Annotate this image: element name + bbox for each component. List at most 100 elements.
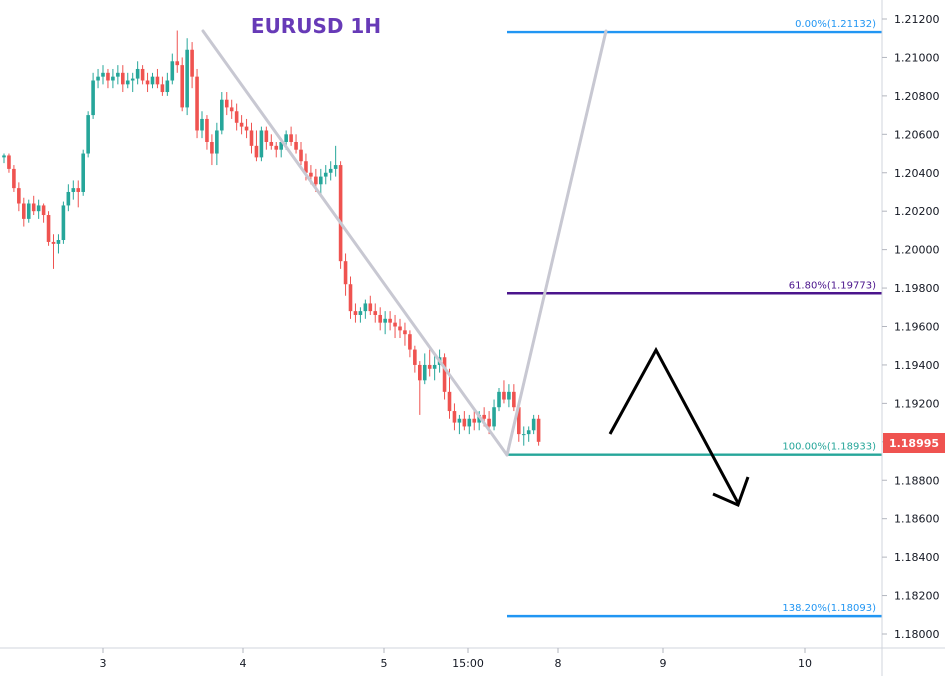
candle-body <box>497 391 501 408</box>
candle <box>388 311 392 331</box>
candle-body <box>165 80 170 93</box>
candle-body <box>135 68 140 79</box>
candle <box>398 318 402 339</box>
fib-level-label: 61.80%(1.19773) <box>789 280 876 291</box>
candle <box>91 72 95 119</box>
candle <box>155 68 160 89</box>
y-tick-label: 1.18600 <box>894 513 940 526</box>
candle <box>200 111 204 139</box>
candle-body <box>51 241 56 244</box>
candle <box>229 99 234 119</box>
candle-body <box>447 391 452 412</box>
candle <box>170 53 175 85</box>
candle-body <box>195 76 199 131</box>
candle-body <box>432 364 437 369</box>
candle <box>432 353 437 381</box>
fib-level-label: 138.20%(1.18093) <box>782 603 876 614</box>
candle <box>36 199 41 219</box>
candle <box>393 314 397 339</box>
candle <box>140 65 145 85</box>
fib-level: 61.80%(1.19773) <box>507 280 882 295</box>
y-tick: 1.18400 <box>882 551 940 564</box>
candle <box>41 203 46 223</box>
y-tick-label: 1.18200 <box>894 590 940 603</box>
x-tick: 8 <box>555 648 562 670</box>
candle-body <box>492 407 496 427</box>
candle-body <box>517 407 521 435</box>
candle-body <box>462 418 467 427</box>
candle <box>17 182 21 212</box>
current-price-label: 1.18995 <box>889 437 939 450</box>
candle <box>413 345 417 373</box>
candle-body <box>224 99 229 108</box>
candle <box>210 134 214 166</box>
candle <box>368 295 373 315</box>
candle <box>12 165 16 192</box>
candle-body <box>299 149 303 162</box>
candle-body <box>254 145 259 158</box>
x-tick: 15:00 <box>452 648 484 670</box>
candle <box>462 411 467 431</box>
candle <box>254 130 259 162</box>
candle <box>215 122 219 166</box>
y-tick: 1.21200 <box>882 13 940 26</box>
candle <box>175 30 180 73</box>
projection-path <box>608 346 740 504</box>
candle-body <box>130 78 135 81</box>
candle-body <box>26 203 31 219</box>
candle-body <box>403 330 407 335</box>
candle-body <box>507 391 511 400</box>
fib-level: 138.20%(1.18093) <box>507 603 882 618</box>
candle-body <box>12 168 16 189</box>
candle-body <box>521 434 526 436</box>
candle-body <box>531 418 536 431</box>
candle <box>111 68 115 89</box>
candle <box>234 103 239 131</box>
candle-body <box>289 134 293 142</box>
candle-body <box>46 215 51 242</box>
candle <box>323 165 328 185</box>
candle-body <box>175 61 180 66</box>
candle-body <box>185 49 189 108</box>
candle-body <box>155 76 160 85</box>
candle-body <box>239 122 244 127</box>
y-tick-label: 1.19400 <box>894 359 940 372</box>
candle-body <box>111 76 115 81</box>
x-tick: 5 <box>381 648 388 670</box>
candle <box>521 426 526 446</box>
candle <box>492 399 496 431</box>
candle <box>502 380 506 404</box>
candle <box>269 134 274 150</box>
x-tick-label: 5 <box>381 657 388 670</box>
candle-body <box>333 165 338 169</box>
x-tick: 4 <box>240 648 247 670</box>
candle-body <box>427 364 432 369</box>
projection-layer <box>608 346 750 508</box>
y-tick: 1.20600 <box>882 128 940 141</box>
y-tick: 1.18000 <box>882 628 940 641</box>
candle <box>180 57 184 112</box>
y-tick: 1.21000 <box>882 51 940 64</box>
candle-body <box>150 76 155 85</box>
candle-body <box>101 72 105 77</box>
candle <box>145 72 150 93</box>
candle-body <box>398 326 402 331</box>
candle-body <box>393 322 397 327</box>
y-tick: 1.20800 <box>882 90 940 103</box>
candle-body <box>472 418 477 423</box>
candle-body <box>210 142 214 154</box>
candle-body <box>170 61 175 81</box>
trend-lines-layer <box>201 29 608 457</box>
x-tick-label: 3 <box>100 657 107 670</box>
candle-body <box>452 411 457 423</box>
candle-body <box>338 165 343 262</box>
x-tick: 9 <box>660 648 667 670</box>
candle <box>239 115 244 135</box>
candle <box>507 384 511 408</box>
candle <box>101 65 105 85</box>
y-tick: 1.18800 <box>882 474 940 487</box>
candle-body <box>269 142 274 146</box>
candle <box>427 349 432 377</box>
